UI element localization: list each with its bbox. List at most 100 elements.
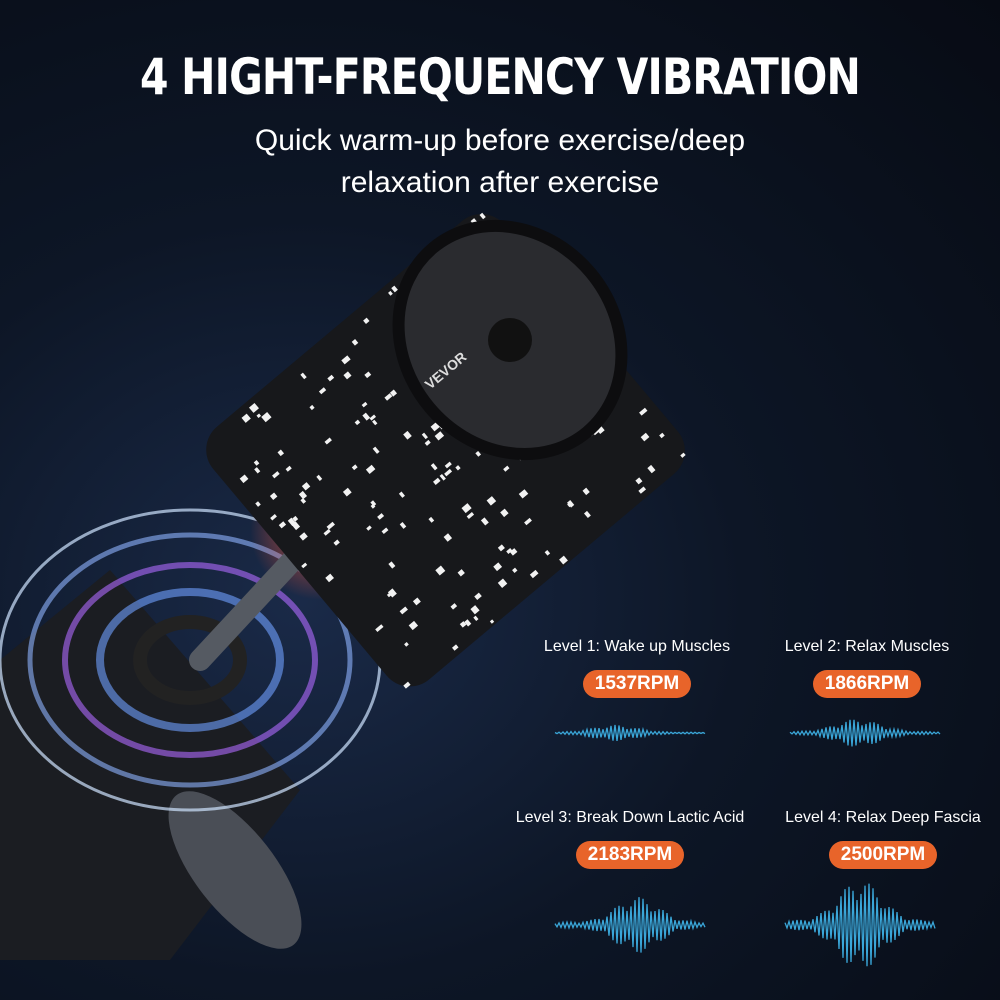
roller-left-half [0, 570, 302, 960]
level-4-waveform-icon [784, 883, 936, 967]
level-4: Level 4: Relax Deep Fascia 2500RPM [753, 809, 1000, 869]
level-1: Level 1: Wake up Muscles 1537RPM [507, 638, 767, 698]
foam-speck [391, 285, 398, 293]
foam-speck [399, 522, 407, 529]
foam-speck [253, 460, 260, 466]
foam-speck [567, 501, 573, 508]
foam-speck [318, 387, 327, 395]
foam-speck [323, 528, 331, 536]
foam-speck [430, 463, 438, 471]
foam-speck [506, 548, 513, 554]
level-3: Level 3: Break Down Lactic Acid 2183RPM [500, 809, 760, 869]
foam-speck [479, 212, 486, 220]
foam-speck [361, 401, 368, 408]
foam-speck [404, 642, 409, 647]
foam-speck [300, 497, 307, 504]
level-2-waveform-icon [789, 719, 941, 747]
foam-speck [354, 419, 361, 426]
subtitle-line-1: Quick warm-up before exercise/deep [254, 124, 746, 157]
foam-speck [298, 490, 308, 500]
foam-speck [439, 473, 446, 481]
foam-speck [403, 681, 411, 689]
foam-speck [362, 412, 371, 421]
foam-speck [524, 517, 532, 526]
foam-speck [377, 513, 385, 520]
foam-speck [388, 290, 393, 296]
foam-speck [285, 465, 292, 472]
foam-speck [372, 446, 380, 454]
foam-speck [375, 624, 384, 633]
foam-speck [292, 515, 299, 522]
foam-speck [659, 432, 665, 439]
foam-speck [466, 512, 475, 519]
foam-speck [343, 371, 352, 380]
foam-speck [370, 503, 376, 509]
foam-speck [381, 527, 389, 534]
foam-speck [452, 644, 459, 651]
foam-speck [364, 371, 372, 379]
foam-speck [248, 402, 259, 413]
level-1-waveform-icon [554, 724, 706, 741]
headline: 4 HIGHT-FREQUENCY VIBRATION [139, 48, 861, 106]
foam-speck [239, 474, 249, 484]
foam-speck [486, 496, 497, 506]
foam-speck [424, 439, 431, 446]
level-4-label: Level 4: Relax Deep Fascia [785, 809, 981, 826]
foam-speck [333, 539, 340, 546]
foam-speck [493, 562, 503, 572]
foam-speck [412, 597, 421, 606]
foam-speck [457, 569, 465, 577]
foam-speck [341, 355, 351, 365]
foam-speck [475, 450, 482, 457]
foam-speck [500, 508, 509, 518]
foam-speck [366, 525, 372, 531]
foam-speck [269, 492, 278, 500]
level-3-rpm-badge: 2183RPM [575, 841, 685, 869]
level-2: Level 2: Relax Muscles 1866RPM [737, 638, 997, 698]
foam-speck [421, 432, 428, 440]
level-2-rpm-badge: 1866RPM [812, 670, 922, 698]
foam-speck [455, 465, 461, 471]
foam-speck [529, 569, 539, 579]
foam-speck [300, 372, 307, 380]
foam-speck [403, 430, 412, 440]
foam-speck [680, 452, 686, 458]
level-1-label: Level 1: Wake up Muscles [543, 638, 731, 655]
level-2-label: Level 2: Relax Muscles [784, 638, 950, 655]
vibrating-foam-roller-image: VEVOR [0, 212, 686, 960]
foam-speck [326, 521, 335, 530]
foam-speck [256, 413, 262, 419]
foam-speck [638, 486, 647, 494]
foam-speck [316, 474, 323, 481]
foam-speck [384, 393, 393, 401]
foam-speck [559, 555, 568, 565]
foam-speck [241, 413, 251, 423]
foam-speck [277, 449, 285, 457]
foam-speck [278, 521, 287, 529]
foam-speck [450, 603, 458, 610]
foam-speck [261, 412, 272, 423]
foam-speck [351, 339, 359, 346]
foam-speck [301, 482, 311, 491]
foam-speck [497, 544, 505, 552]
foam-speck [635, 477, 643, 485]
foam-speck [474, 592, 482, 600]
foam-speck [459, 621, 467, 628]
foam-speck [435, 565, 446, 576]
subtitle-line-2: relaxation after exercise [340, 166, 660, 199]
foam-speck [433, 477, 441, 485]
level-3-label: Level 3: Break Down Lactic Acid [515, 809, 745, 826]
foam-speck [443, 533, 453, 542]
foam-speck [647, 464, 656, 474]
foam-speck [444, 461, 452, 469]
foam-speck [342, 487, 352, 497]
foam-speck [544, 549, 551, 556]
foam-speck [497, 578, 508, 589]
foam-speck [512, 567, 518, 574]
foam-speck [369, 414, 377, 421]
level-1-rpm-badge: 1537RPM [582, 670, 692, 698]
foam-speck [272, 471, 280, 479]
foam-speck [365, 464, 376, 475]
foam-speck [372, 419, 378, 426]
foam-speck [582, 487, 590, 496]
